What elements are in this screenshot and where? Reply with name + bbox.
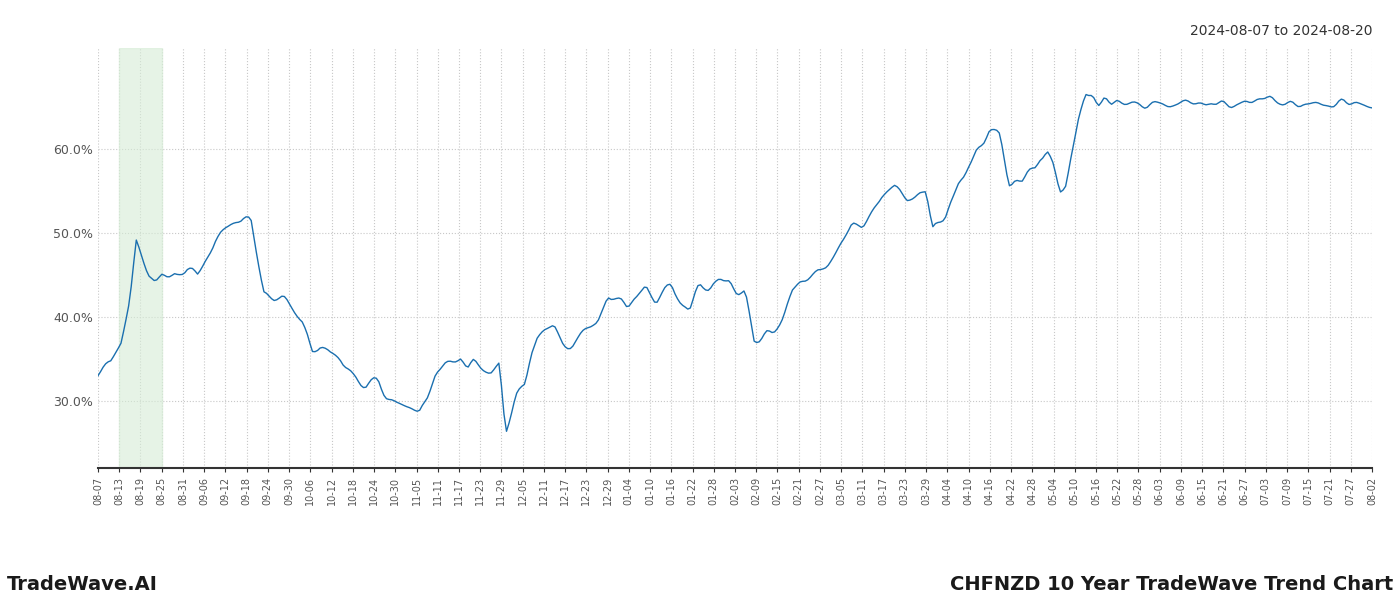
Text: 2024-08-07 to 2024-08-20: 2024-08-07 to 2024-08-20: [1190, 24, 1372, 38]
Text: TradeWave.AI: TradeWave.AI: [7, 575, 158, 594]
Text: CHFNZD 10 Year TradeWave Trend Chart: CHFNZD 10 Year TradeWave Trend Chart: [949, 575, 1393, 594]
Bar: [119, 48, 162, 468]
